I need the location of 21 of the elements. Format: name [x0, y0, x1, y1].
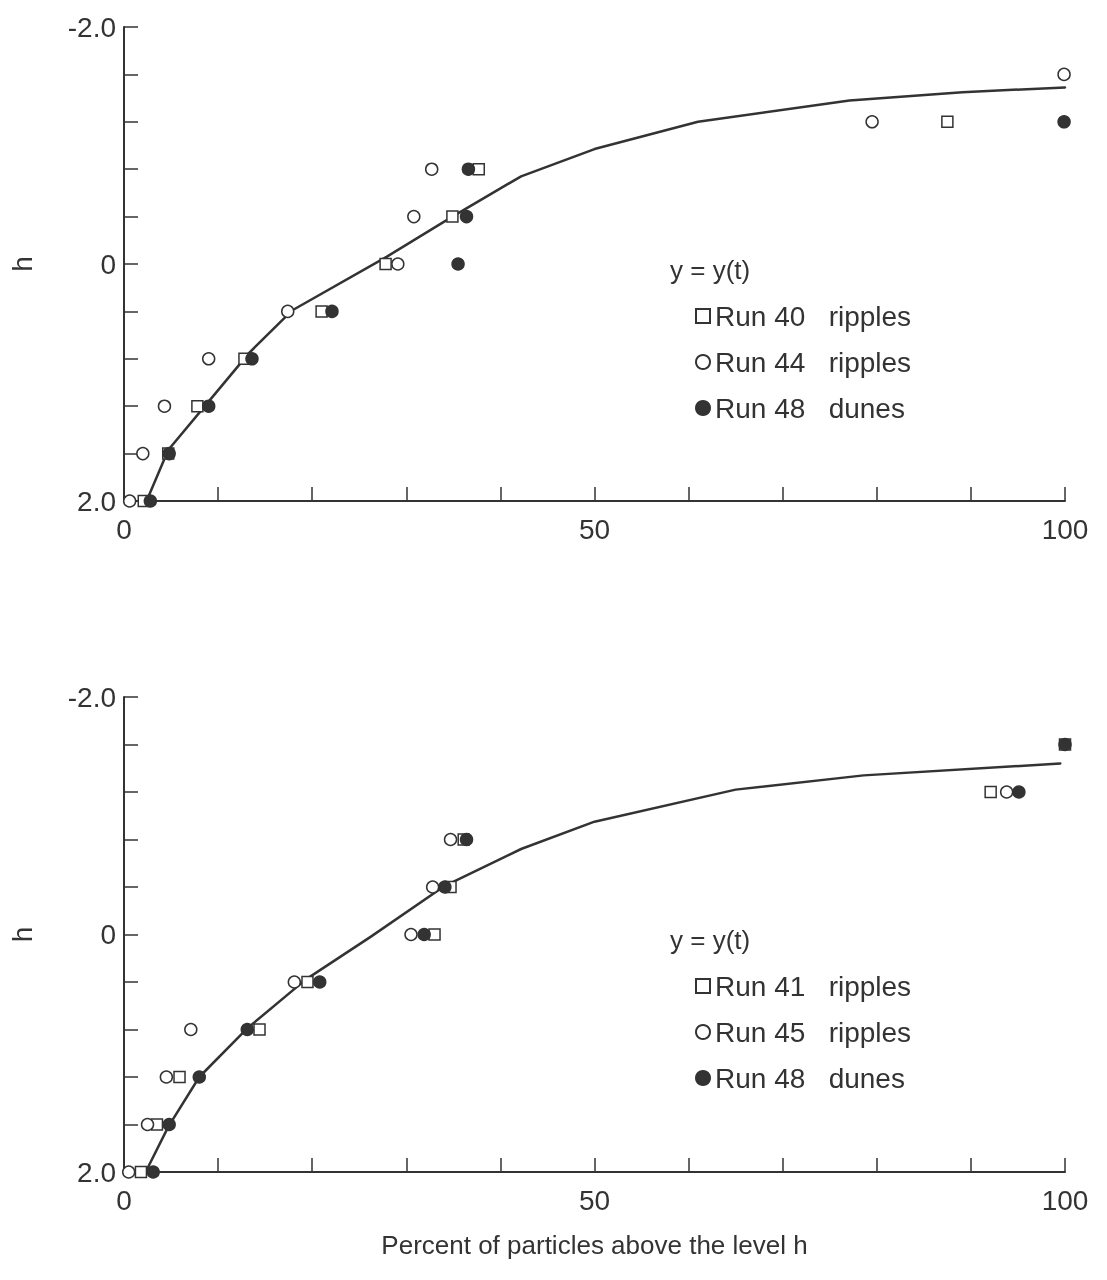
- y-tick-label: 2.0: [77, 1156, 116, 1188]
- legend-label: Run 48 dunes: [715, 392, 905, 424]
- x-tick-label: 50: [578, 1184, 611, 1216]
- y-tick-label: 0: [100, 248, 116, 280]
- y-tick-label: 0: [100, 919, 116, 950]
- legend-title: y = y(t): [670, 925, 751, 955]
- legend-label: Run 44 ripples: [715, 346, 912, 378]
- y-tick-label: -2.0: [67, 681, 116, 713]
- legend-label: Run 45 ripples: [715, 1016, 912, 1048]
- legend-label: Run 48 dunes: [715, 1062, 905, 1094]
- x-tick-label: 100: [1041, 1184, 1089, 1216]
- legend-title: y = y(t): [670, 255, 751, 285]
- y-tick-label: -2.0: [67, 11, 116, 43]
- x-axis-title: Percent of particles above the level h: [381, 1230, 808, 1260]
- y-axis-title: h: [6, 256, 38, 272]
- x-tick-label: 50: [578, 513, 611, 545]
- legend-label: Run 40 ripples: [715, 300, 912, 332]
- y-axis-title: h: [6, 926, 38, 943]
- y-tick-label: 2.0: [77, 485, 116, 517]
- x-tick-label: 100: [1041, 513, 1089, 545]
- legend-label: Run 41 ripples: [715, 970, 912, 1002]
